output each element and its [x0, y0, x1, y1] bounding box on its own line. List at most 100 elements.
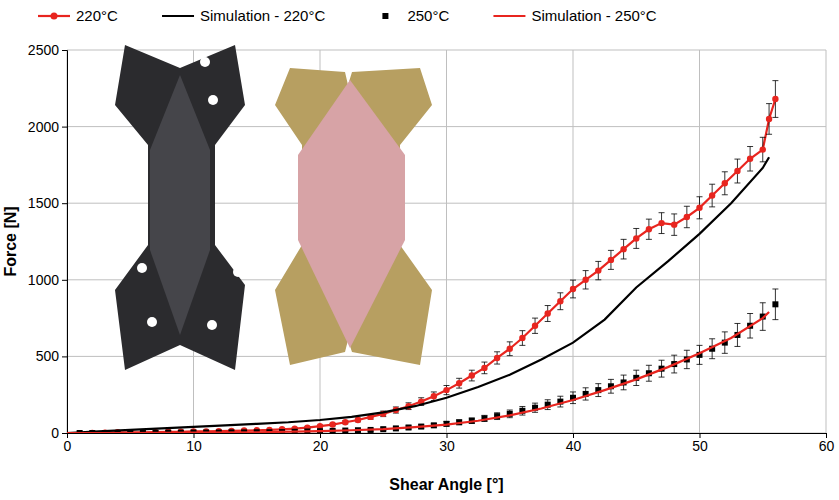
- error-bar: [595, 261, 601, 279]
- marker: [355, 417, 361, 423]
- legend-label: 220°C: [76, 7, 118, 24]
- legend-swatch: [493, 15, 525, 17]
- marker: [469, 372, 475, 378]
- marker: [734, 168, 740, 174]
- marker: [570, 286, 576, 292]
- tick-label: 30: [439, 438, 455, 454]
- specimen-hole: [200, 57, 210, 67]
- specimen-hole: [233, 267, 243, 277]
- grid-line: [826, 50, 827, 433]
- marker: [671, 221, 677, 227]
- series: [77, 289, 779, 433]
- marker: [684, 214, 690, 220]
- error-bar: [684, 206, 690, 227]
- tick-label: 0: [51, 425, 59, 441]
- error-bar: [570, 280, 576, 298]
- error-bar: [608, 250, 614, 269]
- specimen-hole: [147, 317, 157, 327]
- grid: [67, 50, 826, 433]
- marker: [722, 180, 728, 186]
- legend-swatch: [162, 15, 194, 17]
- tick: 0: [64, 433, 72, 454]
- tick: 10: [186, 433, 202, 454]
- series-line: [67, 157, 769, 433]
- legend-label: 250°C: [407, 7, 449, 24]
- marker: [766, 116, 772, 122]
- tick-mark: [62, 433, 67, 434]
- marker: [329, 421, 335, 427]
- tick-label: 60: [819, 438, 835, 454]
- marker: [595, 267, 601, 273]
- legend-marker: [51, 13, 58, 20]
- series: [89, 81, 779, 433]
- marker: [709, 192, 715, 198]
- marker: [747, 156, 753, 162]
- error-bar: [583, 271, 589, 289]
- marker: [456, 380, 462, 386]
- specimen-hole: [207, 320, 217, 330]
- error-bar: [456, 378, 462, 388]
- series-line: [92, 99, 775, 433]
- chart: 010203040506005001000150020002500Shear A…: [0, 0, 839, 500]
- tick-label: 0: [64, 438, 72, 454]
- tick-label: 10: [186, 438, 202, 454]
- tick-label: 2500: [28, 42, 59, 58]
- specimen-hole: [137, 263, 147, 273]
- legend-item: Simulation - 220°C: [162, 7, 325, 24]
- marker: [507, 346, 513, 352]
- tick: 2500: [28, 42, 67, 58]
- error-bar: [646, 219, 652, 239]
- tick-mark: [62, 356, 67, 357]
- error-bar: [570, 392, 576, 404]
- tick: 30: [439, 433, 455, 454]
- series: [67, 312, 769, 433]
- y-axis-title: Force [N]: [2, 206, 19, 276]
- legend-marker: [382, 13, 388, 19]
- grid-line: [699, 50, 700, 433]
- error-bar: [481, 362, 487, 374]
- specimen-shear-zone: [150, 75, 210, 335]
- error-bar: [633, 228, 639, 248]
- marker: [557, 298, 563, 304]
- legend-label: Simulation - 250°C: [531, 7, 656, 24]
- marker: [646, 226, 652, 232]
- marker: [620, 246, 626, 252]
- error-bar: [722, 172, 728, 195]
- error-bar: [507, 342, 513, 356]
- marker: [443, 387, 449, 393]
- error-bar: [734, 159, 740, 183]
- specimen-hole: [208, 95, 218, 105]
- series: [67, 157, 769, 433]
- simulation-model: [275, 68, 432, 365]
- error-bar: [747, 147, 753, 172]
- marker: [772, 301, 778, 307]
- marker: [481, 365, 487, 371]
- error-bar: [444, 386, 450, 395]
- grid-line: [573, 50, 574, 433]
- error-bar: [519, 331, 525, 346]
- error-bar: [766, 104, 772, 135]
- error-bar: [760, 137, 766, 162]
- specimen-photo: [115, 45, 245, 370]
- legend-item: 250°C: [382, 7, 449, 24]
- error-bar: [557, 396, 563, 407]
- plot: 010203040506005001000150020002500: [28, 42, 835, 454]
- specimen-hole: [115, 155, 125, 165]
- data-area: [67, 81, 779, 433]
- specimen-images: [115, 45, 432, 370]
- marker: [342, 419, 348, 425]
- tick-label: 500: [36, 348, 60, 364]
- tick-label: 40: [566, 438, 582, 454]
- error-bar: [595, 384, 601, 397]
- legend-item: Simulation - 250°C: [493, 7, 656, 24]
- tick-label: 1000: [28, 272, 59, 288]
- marker: [519, 335, 525, 341]
- legend-item: 220°C: [38, 7, 118, 24]
- marker: [532, 323, 538, 329]
- tick: 2000: [28, 119, 67, 135]
- tick: 1500: [28, 195, 67, 211]
- error-bar: [431, 392, 437, 401]
- marker: [431, 393, 437, 399]
- specimen-hole: [227, 130, 237, 140]
- marker: [633, 235, 639, 241]
